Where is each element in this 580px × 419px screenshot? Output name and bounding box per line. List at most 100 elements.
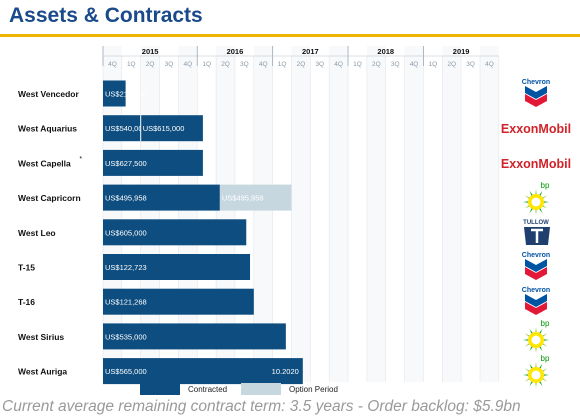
svg-text:bp: bp [541,319,550,328]
contract-bar [140,115,203,142]
quarter-tick-label: 4Q [259,61,268,68]
bar-value-label: US$535,000 [105,332,147,341]
svg-text:ExxonMobil: ExxonMobil [501,157,571,171]
row-label: West Auriga [18,367,67,377]
bar-end-label: 10.2020 [272,367,299,376]
quarter-tick-label: 4Q [183,61,192,68]
quarter-column [272,46,292,382]
quarter-tick-label: 2Q [447,61,456,68]
quarter-tick-label: 2Q [221,61,230,68]
exxonmobil-logo: ExxonMobil [501,111,571,145]
tullow-logo: TULLOW [505,215,567,249]
quarter-tick-label: 1Q [429,61,438,68]
quarter-tick-label: 3Q [240,61,249,68]
quarter-column [348,46,367,382]
legend-swatch-option [241,383,281,395]
chevron-logo: Chevron [505,250,567,284]
quarter-column [291,46,311,382]
contract-bar [103,80,126,107]
svg-text:bp: bp [541,354,550,363]
quarter-column [253,46,273,382]
year-label: 2018 [377,47,394,56]
bar-value-label: US$122,723 [105,263,147,272]
quarter-tick-label: 1Q [353,61,362,68]
quarter-tick-label: 2Q [146,61,155,68]
bar-value-label: US$121,268 [105,298,147,307]
svg-text:ExxonMobil: ExxonMobil [501,122,571,136]
row-label: West Leo [18,228,56,238]
row-label: West Sirius [18,332,64,342]
bp-logo: bp [505,319,567,354]
year-label: 2019 [453,47,470,56]
title-rule [0,34,580,37]
svg-text:TULLOW: TULLOW [523,220,549,226]
quarter-tick-label: 4Q [334,61,343,68]
row-footnote-marker: * [79,156,82,163]
quarter-tick-label: 3Q [466,61,475,68]
contract-bar [103,254,251,280]
option-bar [219,184,292,211]
quarter-column [442,46,462,382]
contract-bar [103,323,286,350]
contract-bar [103,219,247,246]
contracts-gantt-chart: 2015 2016 2017 2018 2019 4Q 1Q 2Q 3Q 4Q 1Q 2Q 3Q 4Q 1Q… [18,46,500,385]
contract-bar [103,149,203,176]
quarter-column [366,46,386,382]
quarter-tick-label: 4Q [485,61,494,68]
bp-logo: bp [505,354,567,389]
quarter-column [423,46,443,382]
contract-bar [103,358,303,385]
bar-value-label: US$615,000 [143,124,185,133]
quarter-tick-label: 2Q [297,61,306,68]
contract-bar [103,288,254,315]
svg-text:Chevron: Chevron [522,79,550,86]
quarter-tick-label: 4Q [410,61,419,68]
quarter-column [461,46,480,382]
chevron-logo: Chevron [505,285,567,319]
svg-text:Chevron: Chevron [522,252,550,259]
year-label: 2016 [227,47,244,56]
legend-swatch-contracted [140,383,180,395]
quarter-tick-label: 3Q [391,61,400,68]
quarter-tick-label: 1Q [127,61,136,68]
legend-option-period: Option Period [241,383,338,395]
svg-text:Chevron: Chevron [522,287,550,294]
legend-label-option: Option Period [289,384,338,394]
legend-contracted: Contracted [140,383,227,395]
quarter-column [310,46,330,382]
footer-summary: Current average remaining contract term:… [2,398,521,415]
bar-value-label: US$495,958 [105,194,147,203]
row-label: West Aquarius [18,124,77,134]
chevron-logo: Chevron [505,77,567,111]
quarter-tick-label: 1Q [278,61,287,68]
bar-value-label: US$627,500 [105,159,147,168]
row-label: West Vencedor [18,89,79,99]
bar-value-label: US$565,000 [105,367,147,376]
contract-bar [103,184,220,211]
bar-value-label: US$495,958 [222,194,264,203]
exxonmobil-logo: ExxonMobil [501,146,571,180]
svg-text:bp: bp [541,181,550,190]
quarter-column [385,46,405,382]
year-label: 2015 [142,47,159,56]
quarter-tick-label: 3Q [165,61,174,68]
quarter-tick-label: 4Q [108,61,117,68]
bp-logo: bp [505,181,567,215]
row-label: T-16 [18,297,35,307]
bar-value-label: US$540,000 [105,124,147,133]
quarter-column [404,46,424,382]
quarter-column [480,46,499,382]
page-title: Assets & Contracts [9,4,203,27]
quarter-tick-label: 3Q [315,61,324,68]
contract-bar [103,115,141,142]
row-label: West Capricorn [18,193,81,203]
year-label: 2017 [302,47,319,56]
quarter-column [329,46,349,382]
row-label: West Capella [18,158,71,168]
row-label: T-15 [18,263,35,273]
legend-label-contracted: Contracted [188,384,228,394]
quarter-tick-label: 2Q [372,61,381,68]
bar-value-label: US$605,000 [105,228,147,237]
quarter-tick-label: 1Q [202,61,211,68]
bar-value-label: US$218,000 [105,90,147,99]
